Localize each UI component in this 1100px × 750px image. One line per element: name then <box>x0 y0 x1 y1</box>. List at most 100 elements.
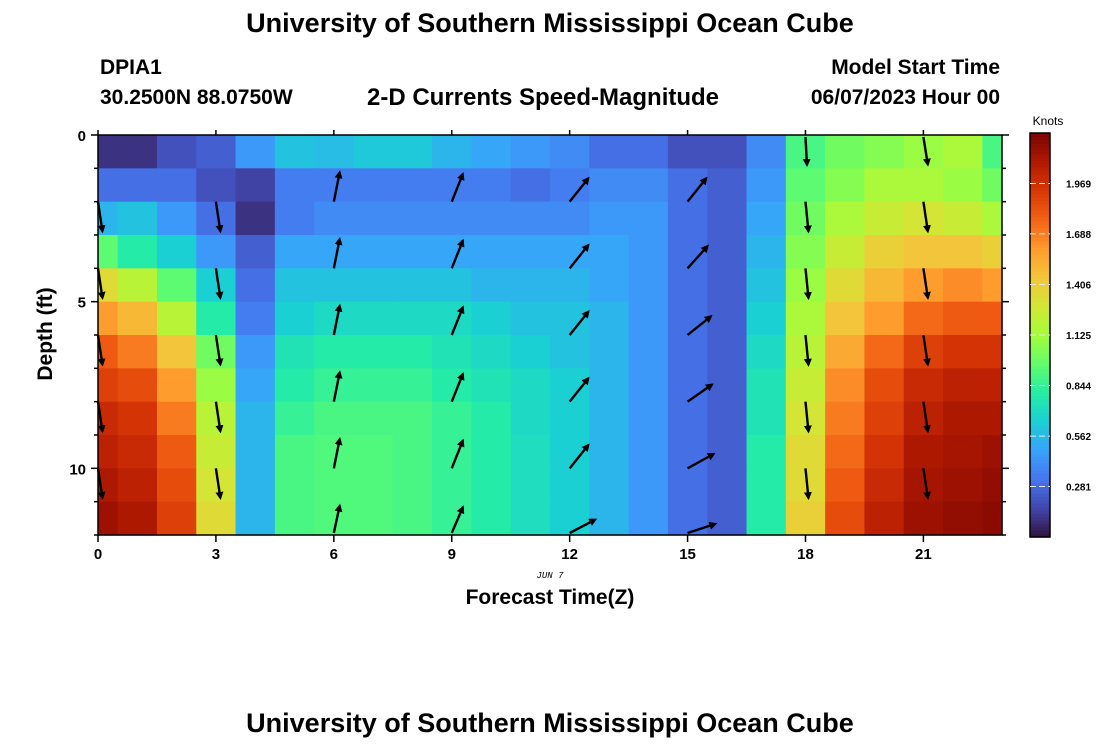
heatmap-cell <box>903 168 944 203</box>
heatmap-cell <box>785 435 826 469</box>
heatmap-cell <box>510 201 551 236</box>
colorbar-segment <box>1030 271 1050 275</box>
current-arrow <box>214 201 224 234</box>
model-start-label: Model Start Time <box>831 56 1000 79</box>
heatmap-cell <box>353 135 394 169</box>
colorbar-segment <box>1030 493 1050 498</box>
colorbar-segment <box>1030 419 1050 424</box>
heatmap-cell <box>589 368 630 403</box>
current-arrow <box>332 236 343 269</box>
heatmap-cell <box>471 335 512 369</box>
current-arrow <box>568 243 590 270</box>
heatmap-cell <box>471 168 512 203</box>
colorbar-segment <box>1030 496 1050 501</box>
colorbar-segment <box>1030 466 1050 471</box>
heatmap-cell <box>471 468 512 503</box>
colorbar-segment <box>1030 446 1050 451</box>
heatmap-cell <box>156 268 197 303</box>
heatmap-cell <box>785 301 826 336</box>
heatmap-cell <box>392 468 433 503</box>
heatmap-cell <box>707 301 748 336</box>
heatmap-cell <box>471 301 512 336</box>
colorbar-tick-label: 1.688 <box>1066 230 1091 241</box>
heatmap-cell <box>235 435 276 469</box>
heatmap-cell <box>392 335 433 369</box>
colorbar-segment <box>1030 432 1050 437</box>
current-arrow <box>568 376 590 403</box>
colorbar-segment <box>1030 425 1050 430</box>
heatmap-cell <box>667 268 708 303</box>
x-tick-label: 12 <box>561 546 578 563</box>
colorbar-segment <box>1030 193 1050 198</box>
colorbar-segment <box>1030 311 1050 316</box>
heatmap-cell <box>432 168 472 203</box>
heatmap-cell <box>510 168 551 203</box>
heatmap-cell <box>785 235 826 269</box>
colorbar-segment <box>1030 264 1050 269</box>
colorbar-segment <box>1030 388 1050 393</box>
heatmap-cell <box>117 368 158 403</box>
current-arrow <box>214 468 224 500</box>
heatmap-cell <box>156 335 197 369</box>
heatmap-cell <box>746 368 787 403</box>
colorbar-tick-label: 0.562 <box>1066 432 1091 443</box>
heatmap-cell <box>746 501 787 536</box>
heatmap-cell <box>707 501 748 536</box>
heatmap-cell <box>98 435 119 469</box>
heatmap-cell <box>314 335 355 369</box>
heatmap-cell <box>589 201 630 236</box>
colorbar-segment <box>1030 143 1050 148</box>
colorbar-segment <box>1030 479 1050 484</box>
heatmap-cell <box>432 268 472 303</box>
heatmap-cell <box>628 401 669 436</box>
heatmap-cell <box>235 301 276 336</box>
current-arrow <box>450 505 465 534</box>
current-arrow <box>450 371 465 403</box>
heatmap-cell <box>117 301 158 336</box>
heatmap-cell <box>785 501 826 536</box>
heatmap-cell <box>864 235 905 269</box>
colorbar-segment <box>1030 281 1050 286</box>
heatmap-cell <box>707 401 748 436</box>
heatmap-cell <box>825 268 866 303</box>
heatmap-cell <box>156 401 197 436</box>
heatmap-cell <box>825 168 866 203</box>
plot-title: 2-D Currents Speed-Magnitude <box>367 84 720 111</box>
heatmap-cell <box>274 435 315 469</box>
heatmap-cell <box>196 301 237 336</box>
heatmap-cell <box>156 235 197 269</box>
heatmap-cell <box>274 268 315 303</box>
heatmap-cell <box>156 168 197 203</box>
colorbar-segment <box>1030 180 1050 185</box>
current-arrow <box>214 334 224 367</box>
heatmap-cell <box>746 468 787 503</box>
colorbar-segment <box>1030 230 1050 235</box>
heatmap-cell <box>392 401 433 436</box>
current-arrow <box>687 521 718 535</box>
heatmap-cell <box>550 268 590 303</box>
colorbar-segment <box>1030 392 1050 397</box>
heatmap-cell <box>707 135 748 169</box>
axes: 0 3 6 9 12 15 18 21 0 5 10 <box>69 128 1009 563</box>
heatmap-cell <box>982 401 1003 436</box>
heatmap-cell <box>746 201 787 236</box>
heatmap-cell <box>314 268 355 303</box>
colorbar-segment <box>1030 170 1050 174</box>
colorbar-segment <box>1030 402 1050 407</box>
heatmap-cell <box>98 368 119 403</box>
colorbar-segment <box>1030 304 1050 309</box>
colorbar-segment <box>1030 156 1050 161</box>
x-axis-date-label: JUN 7 <box>536 571 564 581</box>
heatmap-cell <box>353 435 394 469</box>
heatmap-cell <box>785 368 826 403</box>
heatmap-cell <box>982 501 1003 536</box>
heatmap-cell <box>432 135 472 169</box>
x-tick-label: 3 <box>212 546 220 563</box>
heatmap-cell <box>707 468 748 503</box>
colorbar-segment <box>1030 240 1050 245</box>
heatmap-cell <box>392 135 433 169</box>
colorbar-segment <box>1030 348 1050 353</box>
station-coordinates: 30.2500N 88.0750W <box>100 86 293 109</box>
heatmap-cell <box>746 401 787 436</box>
